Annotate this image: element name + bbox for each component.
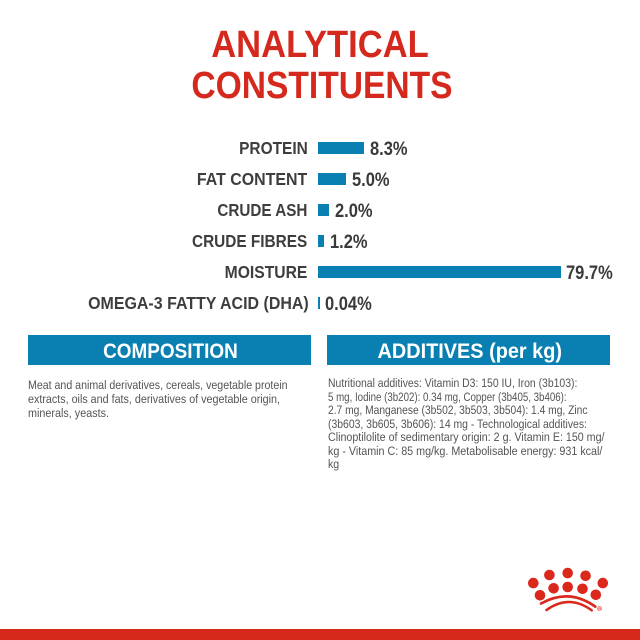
- svg-text:R: R: [598, 607, 601, 611]
